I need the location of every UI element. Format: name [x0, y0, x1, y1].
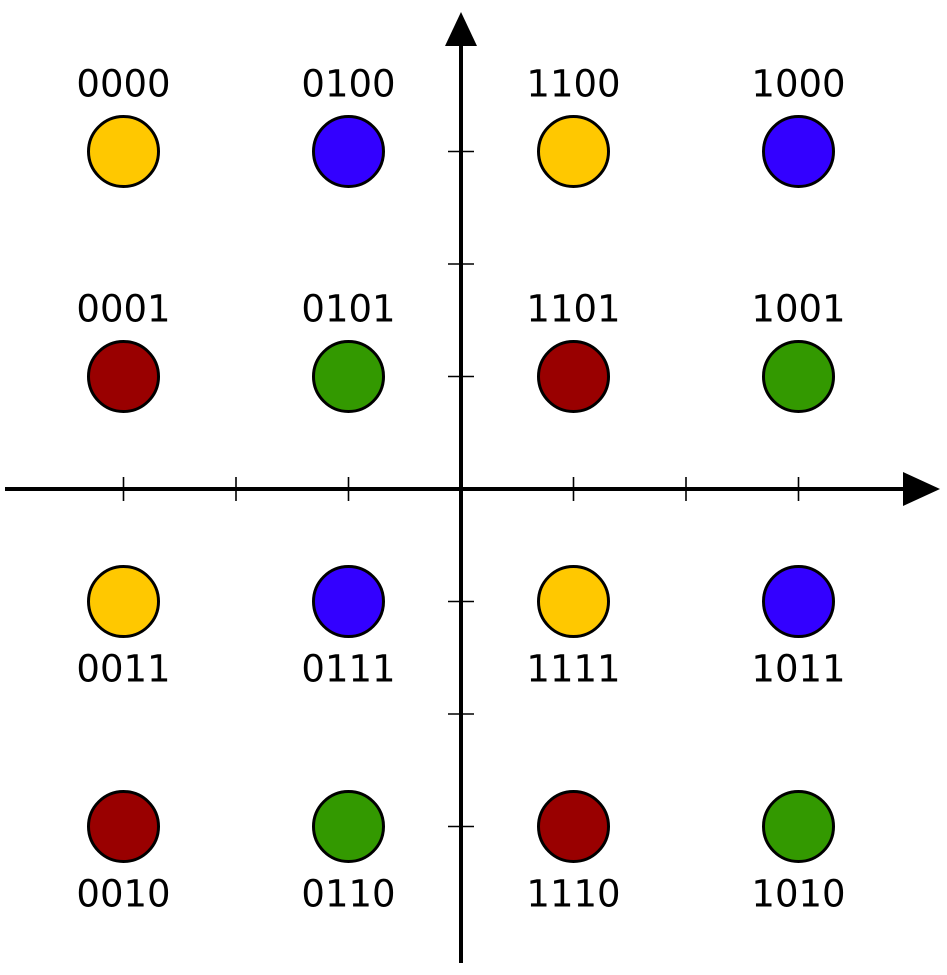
point-marker: [312, 790, 385, 863]
point-label: 0111: [301, 648, 395, 691]
point-marker: [537, 790, 610, 863]
point-marker: [762, 340, 835, 413]
point-label: 0010: [76, 873, 170, 916]
constellation-point: 0001: [76, 288, 171, 413]
point-label: 0110: [301, 873, 395, 916]
point-label: 0101: [301, 288, 395, 331]
point-marker: [312, 340, 385, 413]
constellation-point: 0110: [301, 790, 396, 916]
point-marker: [762, 565, 835, 638]
constellation-point: 1110: [526, 790, 621, 916]
constellation-point: 1010: [751, 790, 846, 916]
point-marker: [762, 790, 835, 863]
point-label: 0000: [76, 63, 170, 106]
point-label: 1001: [751, 288, 845, 331]
constellation-point: 1100: [526, 63, 621, 188]
point-marker: [312, 115, 385, 188]
constellation-point: 0100: [301, 63, 396, 188]
point-marker: [87, 340, 160, 413]
point-marker: [537, 565, 610, 638]
constellation-point: 0010: [76, 790, 171, 916]
point-label: 1100: [526, 63, 620, 106]
point-marker: [87, 115, 160, 188]
x-axis-arrowhead: [903, 472, 940, 506]
point-marker: [537, 340, 610, 413]
point-label: 0001: [76, 288, 170, 331]
point-label: 1101: [526, 288, 620, 331]
y-axis-arrowhead: [445, 12, 477, 46]
constellation-point: 1000: [751, 63, 846, 188]
constellation-point: 1111: [526, 565, 621, 691]
point-marker: [87, 565, 160, 638]
axes: [5, 12, 940, 963]
point-marker: [762, 115, 835, 188]
point-marker: [87, 790, 160, 863]
point-label: 1011: [751, 648, 845, 691]
point-label: 1000: [751, 63, 845, 106]
point-label: 1010: [751, 873, 845, 916]
constellation-point: 0101: [301, 288, 396, 413]
constellation-point: 1101: [526, 288, 621, 413]
axis-ticks: [122, 150, 800, 828]
point-label: 1111: [526, 648, 620, 691]
point-marker: [312, 565, 385, 638]
constellation-point: 1011: [751, 565, 846, 691]
constellation-point: 0000: [76, 63, 171, 188]
point-marker: [537, 115, 610, 188]
point-label: 0100: [301, 63, 395, 106]
constellation-point: 0111: [301, 565, 396, 691]
constellation-points: 0000 0100 1100 1000 0001 0101 1101 1001 0011 0111…: [76, 63, 845, 916]
point-label: 1110: [526, 873, 620, 916]
constellation-point: 1001: [751, 288, 846, 413]
constellation-point: 0011: [76, 565, 171, 691]
point-label: 0011: [76, 648, 170, 691]
